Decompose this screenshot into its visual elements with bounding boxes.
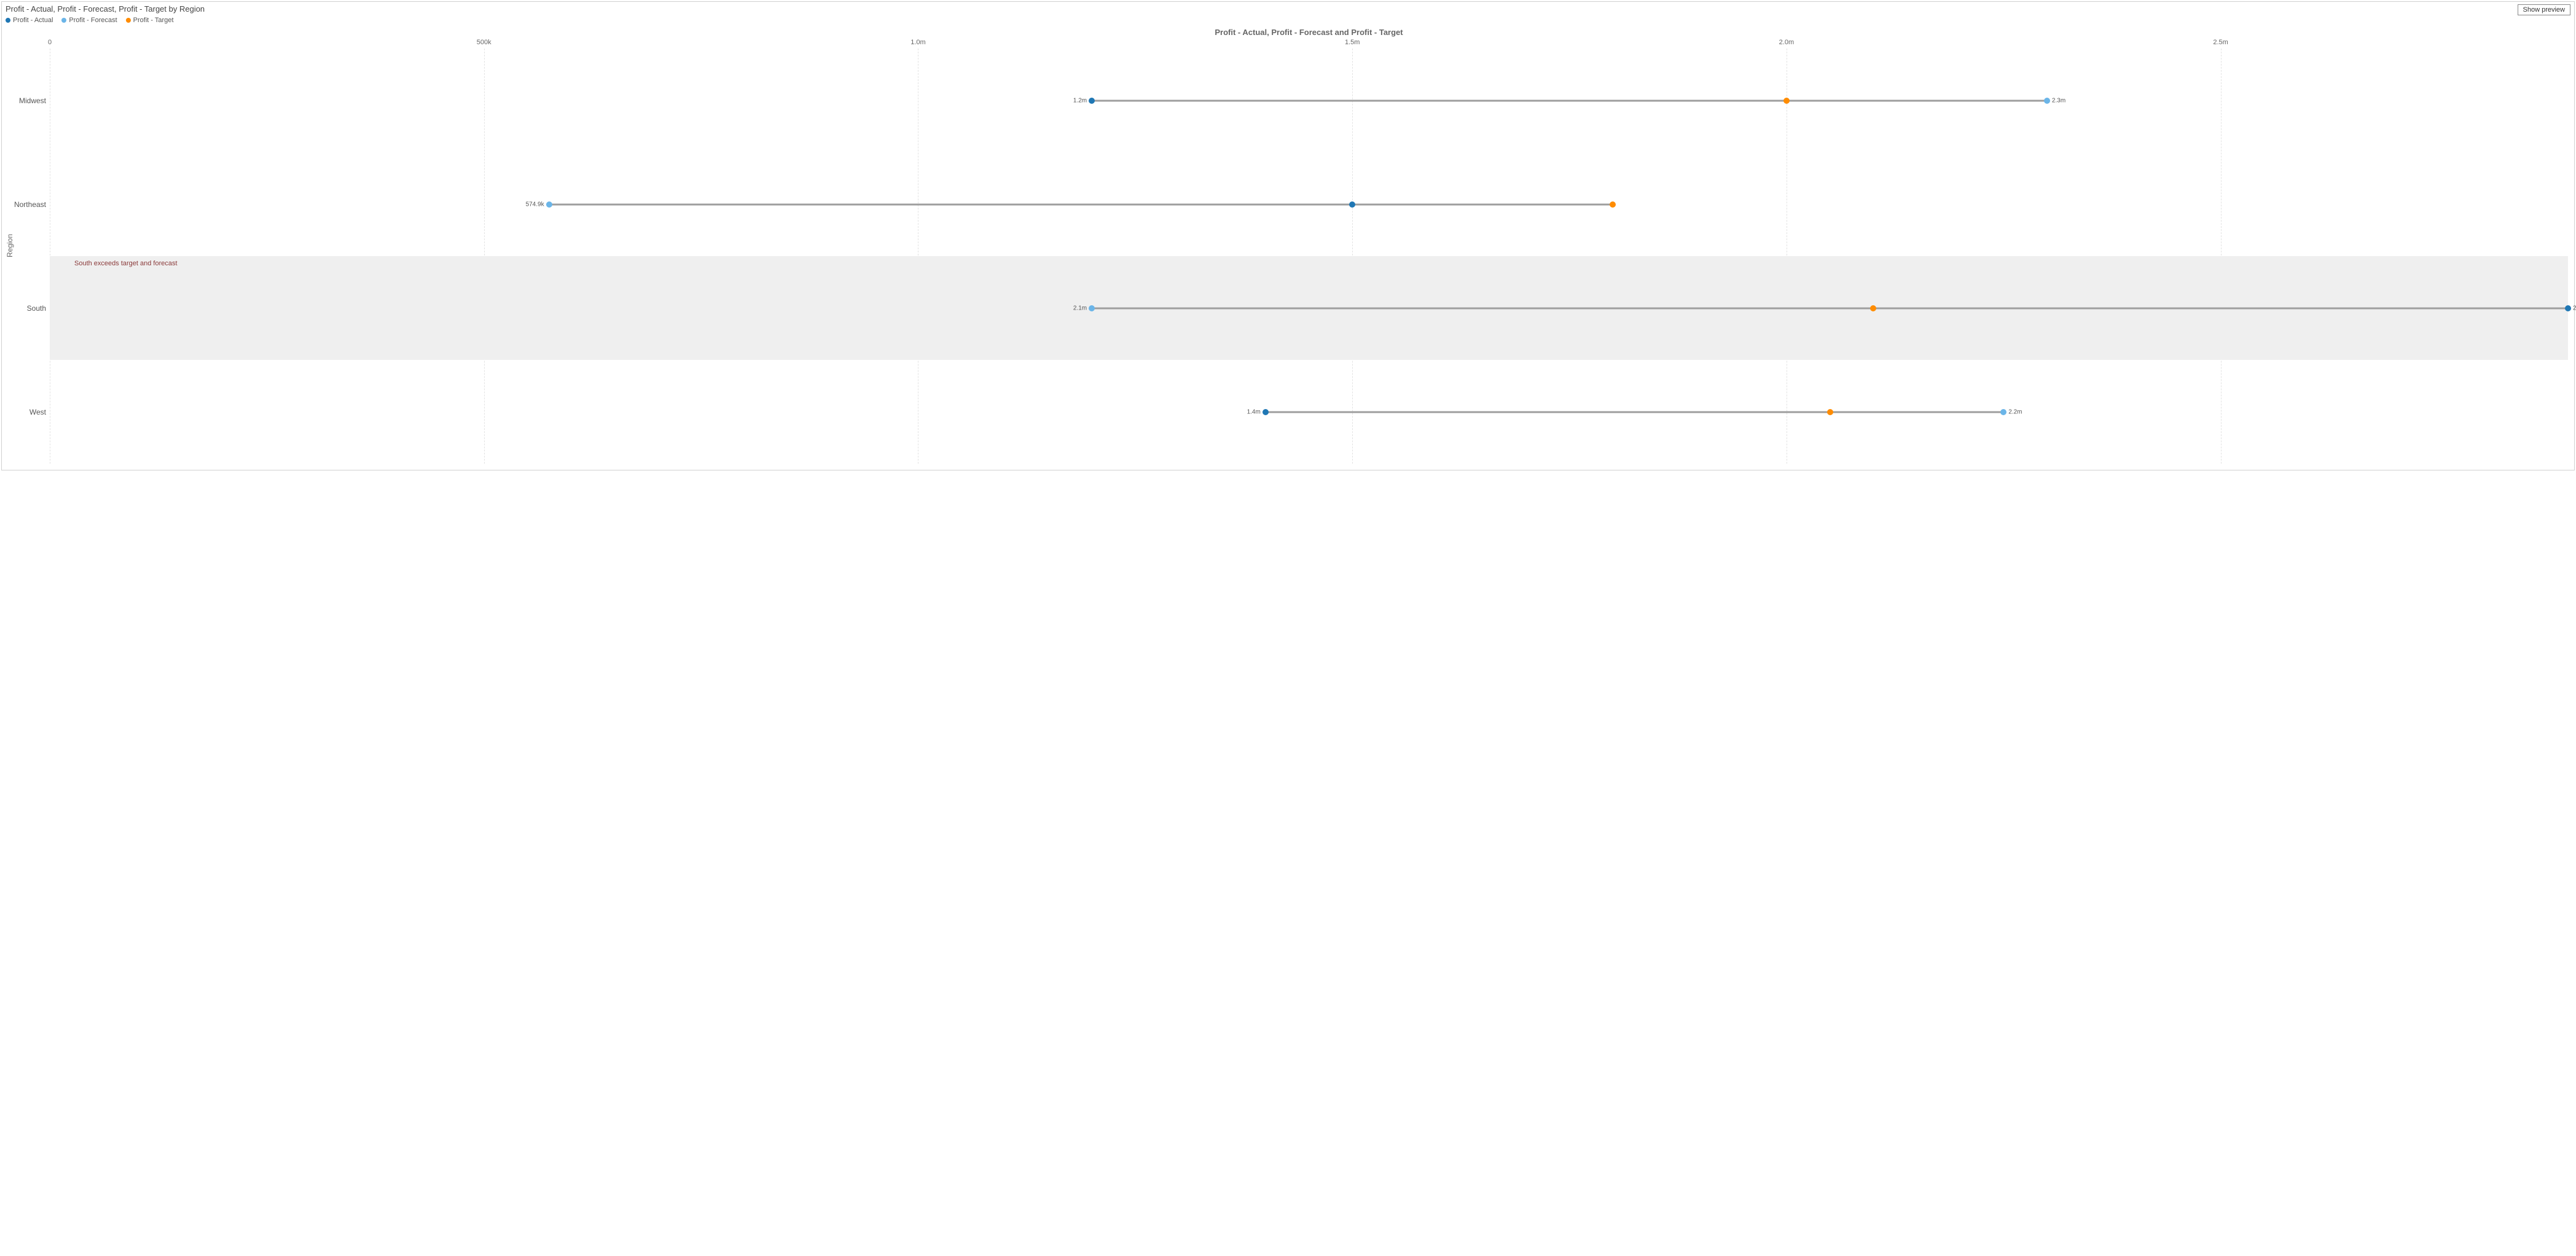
show-preview-button[interactable]: Show preview xyxy=(2518,4,2570,15)
connector-line xyxy=(1092,99,2047,101)
x-axis-tick-label: 1.0m xyxy=(910,39,925,46)
legend-label: Profit - Forecast xyxy=(69,17,117,24)
legend-item[interactable]: Profit - Actual xyxy=(6,17,53,24)
value-label: 1.4m xyxy=(1247,408,1261,415)
y-axis-category-label: Midwest xyxy=(19,96,46,105)
x-axis-tick-label: 0 xyxy=(48,39,52,46)
legend-dot-icon xyxy=(61,18,66,23)
value-label: 574.9k xyxy=(526,201,544,208)
x-axis-tick-label: 2.0m xyxy=(1779,39,1794,46)
annotation-text: South exceeds target and forecast xyxy=(74,260,178,267)
x-axis-title: Profit - Actual, Profit - Forecast and P… xyxy=(50,28,2568,37)
marker-target[interactable] xyxy=(1870,305,1876,311)
value-label: 1.2m xyxy=(1073,97,1087,104)
header-row: Profit - Actual, Profit - Forecast, Prof… xyxy=(2,2,2574,15)
legend-dot-icon xyxy=(6,18,10,23)
marker-forecast[interactable] xyxy=(1089,305,1095,311)
y-axis-title-wrap: Region xyxy=(4,28,15,464)
marker-actual[interactable] xyxy=(2565,305,2571,311)
marker-forecast[interactable] xyxy=(2000,409,2006,415)
chart-frame: Profit - Actual, Profit - Forecast, Prof… xyxy=(1,1,2575,470)
x-axis-tick-label: 2.5m xyxy=(2213,39,2228,46)
legend-item[interactable]: Profit - Target xyxy=(126,17,174,24)
y-axis-title: Region xyxy=(6,234,14,257)
legend-dot-icon xyxy=(126,18,131,23)
value-label: 2.9m xyxy=(2573,305,2576,311)
value-label: 2.3m xyxy=(2052,97,2065,104)
plot-area: Profit - Actual, Profit - Forecast and P… xyxy=(50,28,2568,464)
connector-line xyxy=(1266,411,2003,413)
marker-actual[interactable] xyxy=(1349,201,1355,208)
marker-target[interactable] xyxy=(1610,201,1616,208)
connector-line xyxy=(549,203,1613,205)
marker-actual[interactable] xyxy=(1089,98,1095,104)
y-axis-category-label: West xyxy=(29,408,46,416)
legend-label: Profit - Actual xyxy=(13,17,53,24)
chart-area: Region Midwest Northeast South West Profit … xyxy=(2,28,2574,470)
chart-title: Profit - Actual, Profit - Forecast, Prof… xyxy=(6,4,205,14)
marker-actual[interactable] xyxy=(1263,409,1269,415)
legend-item[interactable]: Profit - Forecast xyxy=(61,17,117,24)
marker-forecast[interactable] xyxy=(2044,98,2050,104)
y-axis-category-label: Northeast xyxy=(14,200,46,209)
x-axis-tick-label: 1.5m xyxy=(1345,39,1360,46)
y-axis-category-labels: Midwest Northeast South West xyxy=(15,28,50,464)
value-label: 2.1m xyxy=(1073,305,1087,311)
marker-target[interactable] xyxy=(1783,98,1790,104)
legend: Profit - Actual Profit - Forecast Profit -… xyxy=(2,15,2574,28)
value-label: 2.2m xyxy=(2008,408,2022,415)
y-axis-category-label: South xyxy=(27,304,46,313)
legend-label: Profit - Target xyxy=(133,17,174,24)
marker-target[interactable] xyxy=(1827,409,1833,415)
connector-line xyxy=(1092,307,2568,309)
marker-forecast[interactable] xyxy=(546,201,552,208)
x-axis-tick-label: 500k xyxy=(477,39,491,46)
